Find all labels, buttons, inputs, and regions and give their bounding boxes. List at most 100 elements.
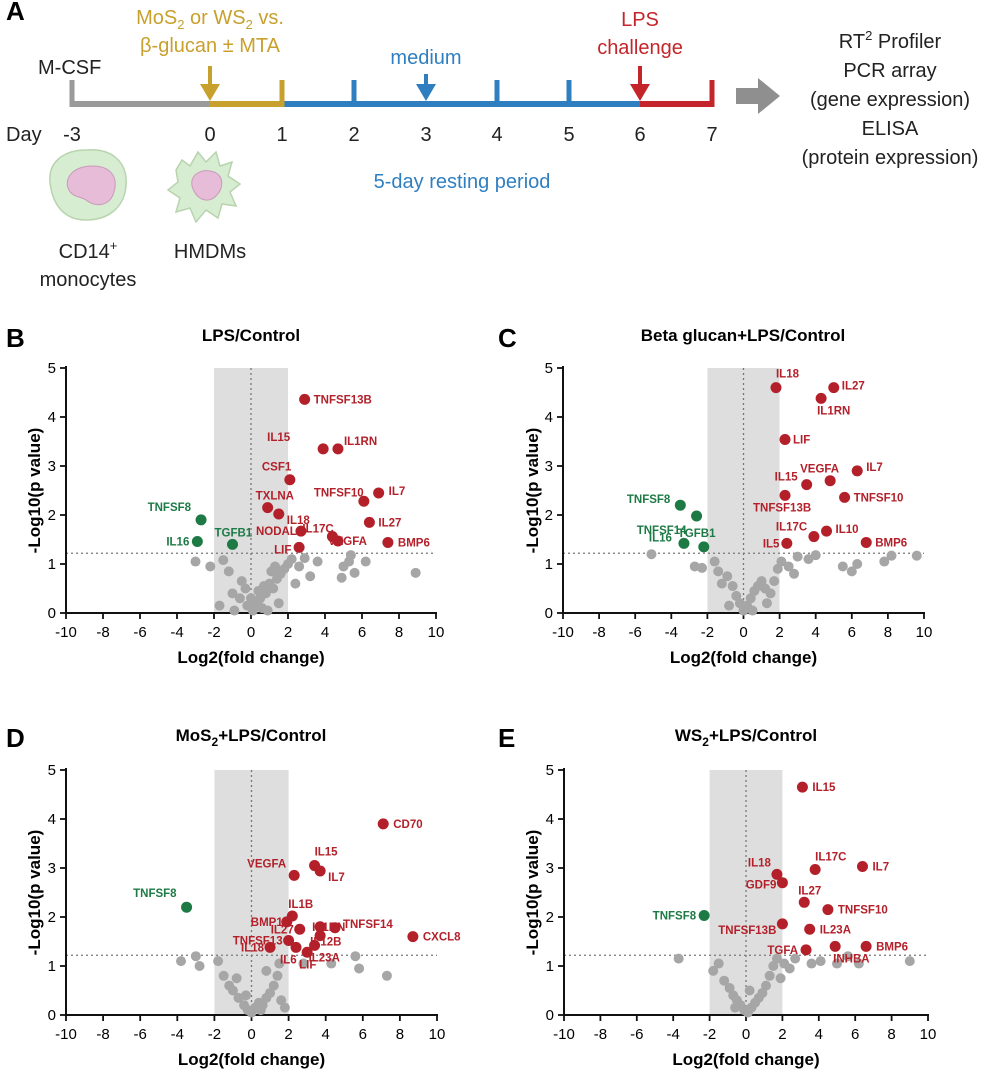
x-tick-label: 4 [812, 624, 820, 641]
panel-letter: C [498, 323, 517, 353]
x-axis-label: Log2(fold change) [672, 1050, 819, 1069]
non-significant-point [326, 958, 337, 969]
x-tick-label: -4 [665, 624, 678, 641]
y-tick-label: 2 [48, 909, 56, 926]
non-significant-point [305, 571, 316, 582]
gene-label: IL27 [378, 517, 401, 529]
gene-label: BMP6 [876, 941, 908, 953]
medium-label: medium [390, 47, 461, 69]
gene-label: NODAL [256, 526, 297, 538]
significant-point-tnfsf13 [283, 935, 295, 947]
x-tick-label: -8 [594, 1026, 607, 1043]
non-significant-point [294, 561, 305, 572]
y-tick-label: 4 [48, 811, 56, 828]
non-significant-point [229, 605, 240, 616]
readout-arrow [736, 78, 780, 114]
non-significant-point [286, 554, 297, 565]
x-tick-label: 4 [815, 1026, 823, 1043]
gene-label: TNFSF8 [627, 494, 671, 506]
y-axis-label: -Log10(p value) [523, 428, 542, 554]
non-significant-point [268, 980, 279, 991]
gene-label: BMP1 [251, 917, 284, 929]
non-significant-point [719, 975, 730, 986]
non-significant-point [832, 958, 842, 969]
non-significant-point [769, 576, 780, 587]
significant-point-tnfsf13b [779, 489, 791, 501]
cd14-monocytes-label-line1: CD14+ [59, 238, 118, 263]
non-significant-point [853, 958, 864, 969]
panel-a-schematic: A M-CSF MoS2 or WS2 vs. β-glucan ± [6, 0, 978, 291]
panel-a-letter: A [6, 0, 25, 26]
y-tick-label: 3 [546, 860, 554, 877]
day-tick-label: 2 [348, 124, 359, 146]
significant-point-tgfa [800, 944, 812, 956]
significant-point-vegfa [288, 869, 300, 881]
significant-point-il27 [828, 382, 840, 394]
day-tick-label: 5 [563, 124, 574, 146]
gene-label: TXLNA [256, 491, 294, 503]
x-tick-label: 6 [358, 624, 366, 641]
significant-point-il6 [290, 941, 302, 953]
non-significant-point [290, 578, 301, 589]
non-significant-point [261, 965, 272, 976]
significant-point-il18 [771, 868, 783, 880]
x-tick-label: -8 [96, 624, 109, 641]
significant-point-tnfsf13b [776, 918, 788, 930]
significant-point-vegfa [824, 475, 836, 487]
x-tick-label: -6 [134, 1026, 147, 1043]
significant-point-vegfa [332, 535, 344, 547]
gene-label: IL27 [842, 381, 865, 393]
non-significant-point [176, 956, 187, 967]
gene-label: TNFSF13B [314, 394, 372, 406]
non-significant-point [886, 550, 897, 561]
day-tick-label: 7 [706, 124, 717, 146]
non-significant-point [904, 956, 915, 967]
x-tick-label: -4 [171, 1026, 184, 1043]
significant-point-lif [301, 946, 313, 958]
non-significant-point [227, 985, 238, 996]
significant-point-il16 [191, 535, 203, 547]
y-tick-label: 0 [545, 605, 553, 622]
non-significant-point [727, 581, 738, 592]
gene-label: IL27 [798, 885, 821, 897]
significant-point-tgfb1 [698, 541, 710, 553]
significant-point-tnfsf10 [358, 495, 370, 507]
gene-label: TNFSF13B [718, 925, 776, 937]
non-significant-point [722, 571, 733, 582]
non-significant-point [784, 963, 795, 974]
gene-label: IL17C [776, 522, 807, 534]
x-tick-label: -2 [703, 1026, 716, 1043]
x-tick-label: 6 [851, 1026, 859, 1043]
non-significant-point [744, 985, 755, 996]
non-significant-point [298, 958, 309, 969]
chart-title: Beta glucan+LPS/Control [641, 326, 846, 345]
x-tick-label: 2 [775, 624, 783, 641]
panel-letter: B [6, 323, 25, 353]
significant-point-gdf9 [776, 877, 788, 889]
non-significant-point [761, 598, 772, 609]
readout-line1: RT2 Profiler [839, 28, 942, 53]
significant-point-il17c [809, 863, 821, 875]
non-significant-point [815, 956, 826, 967]
non-significant-point [262, 605, 273, 616]
day-tick-label: 6 [634, 124, 645, 146]
non-significant-point [673, 953, 684, 964]
significant-point-tnfsf14 [691, 510, 703, 522]
non-significant-point [240, 583, 251, 594]
non-significant-point [764, 970, 775, 981]
gene-label: BMP6 [398, 537, 430, 549]
non-significant-point [350, 951, 361, 962]
x-tick-label: 0 [247, 1026, 255, 1043]
gene-label: TGFB1 [678, 528, 716, 540]
significant-point-il1rn [332, 443, 344, 455]
x-tick-label: 6 [848, 624, 856, 641]
x-tick-label: 4 [321, 624, 329, 641]
non-significant-point [227, 588, 238, 599]
non-significant-point [223, 566, 234, 577]
lps-arrow [630, 66, 650, 101]
non-significant-point [213, 956, 224, 967]
gene-label: IL6 [280, 954, 297, 966]
non-significant-point [272, 970, 283, 981]
readout-line3: (gene expression) [810, 89, 970, 111]
